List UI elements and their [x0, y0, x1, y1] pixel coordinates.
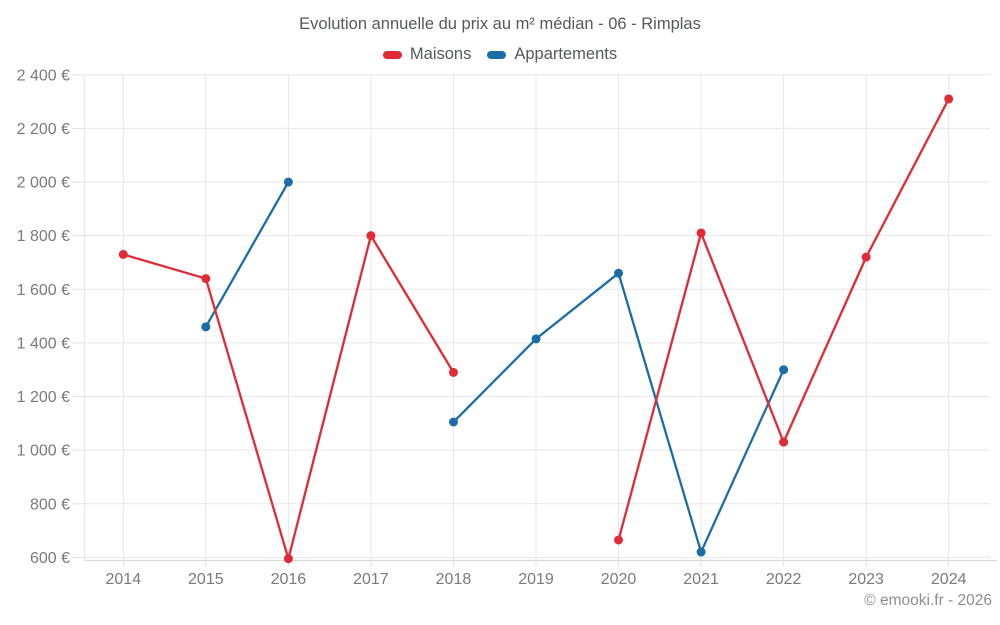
y-axis-label: 1 600 € — [17, 282, 70, 299]
series-line-appartements — [204, 180, 290, 328]
y-axis-label: 1 000 € — [17, 443, 70, 460]
legend-item-maisons[interactable]: Maisons — [382, 45, 472, 64]
data-point-appartements[interactable] — [283, 177, 293, 187]
data-point-appartements[interactable] — [614, 268, 624, 278]
legend-label-maisons: Maisons — [409, 45, 472, 63]
y-axis-label: 2 000 € — [17, 175, 70, 192]
data-point-maisons[interactable] — [366, 231, 376, 241]
x-axis-label: 2015 — [188, 571, 224, 588]
y-axis-label: 2 400 € — [17, 67, 70, 84]
x-axis-label: 2016 — [271, 571, 307, 588]
x-axis-label: 2018 — [436, 571, 472, 588]
legend-item-appartements[interactable]: Appartements — [487, 45, 617, 64]
copyright: © emooki.fr - 2026 — [864, 592, 992, 609]
data-point-appartements[interactable] — [531, 334, 541, 344]
data-point-appartements[interactable] — [696, 547, 706, 557]
chart-legend: Maisons Appartements — [0, 45, 1000, 64]
data-point-appartements[interactable] — [779, 365, 789, 375]
data-point-maisons[interactable] — [779, 437, 789, 447]
y-axis-label: 1 400 € — [17, 335, 70, 352]
chart-title: Evolution annuelle du prix au m² médian … — [299, 15, 701, 33]
data-point-maisons[interactable] — [283, 554, 293, 564]
y-axis-label: 800 € — [30, 496, 70, 513]
legend-label-appartements: Appartements — [514, 45, 618, 63]
legend-marker-maisons — [382, 50, 402, 59]
y-axis-label: 1 800 € — [17, 228, 70, 245]
y-axis-label: 1 200 € — [17, 389, 70, 406]
x-axis-label: 2021 — [683, 571, 719, 588]
data-point-maisons[interactable] — [944, 94, 954, 104]
y-axis-label: 600 € — [30, 550, 70, 567]
x-axis-label: 2023 — [848, 571, 884, 588]
x-axis-label: 2019 — [518, 571, 554, 588]
legend-marker-appartements — [487, 50, 507, 59]
data-point-maisons[interactable] — [201, 274, 211, 284]
x-axis-label: 2017 — [353, 571, 389, 588]
x-axis-label: 2024 — [931, 571, 967, 588]
data-point-maisons[interactable] — [614, 535, 624, 545]
data-point-maisons[interactable] — [448, 367, 458, 377]
y-axis-label: 2 200 € — [17, 121, 70, 138]
data-point-maisons[interactable] — [118, 249, 128, 259]
data-point-appartements[interactable] — [201, 322, 211, 332]
x-axis-label: 2014 — [106, 571, 142, 588]
data-point-maisons[interactable] — [696, 228, 706, 238]
data-point-appartements[interactable] — [448, 417, 458, 427]
x-axis-label: 2020 — [601, 571, 637, 588]
x-axis-label: 2022 — [766, 571, 802, 588]
data-point-maisons[interactable] — [861, 252, 871, 262]
